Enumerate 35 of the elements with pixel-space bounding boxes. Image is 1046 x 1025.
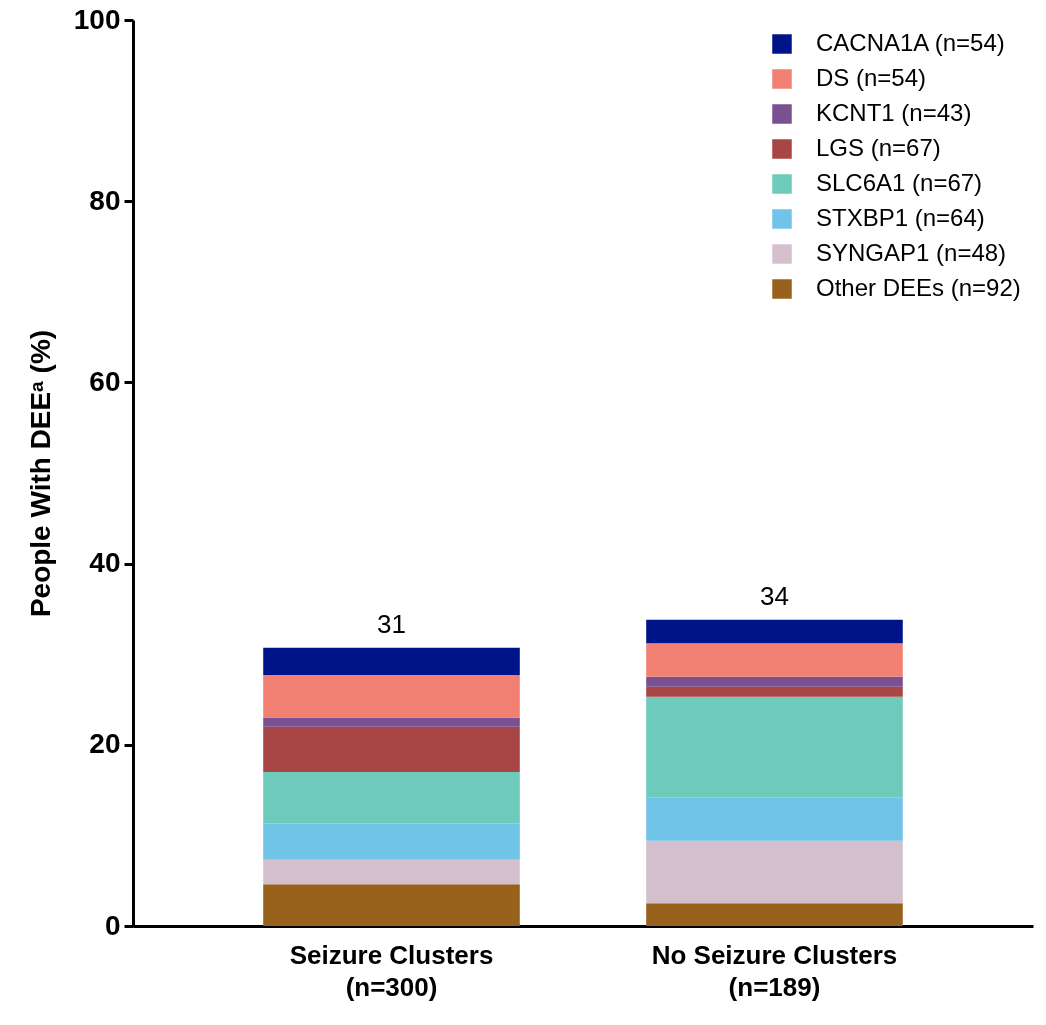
bar	[646, 686, 903, 697]
y-tick-label: 60	[89, 365, 121, 397]
bar	[263, 884, 520, 926]
total-label: 31	[377, 608, 406, 639]
bar	[646, 643, 903, 677]
y-tick-label: 40	[89, 547, 121, 579]
y-tick-label: 0	[104, 909, 121, 941]
bar	[263, 859, 520, 885]
bar	[263, 771, 520, 824]
y-axis-title: People With DEEᵃ (%)	[24, 329, 56, 618]
total-label: 34	[760, 580, 789, 611]
y-tick-label: 100	[73, 3, 121, 35]
legend-label: KCNT1 (n=43)	[816, 99, 972, 126]
bar	[263, 647, 520, 676]
bar	[263, 823, 520, 860]
bar	[646, 840, 903, 904]
y-tick-label: 80	[89, 184, 121, 216]
bar	[646, 797, 903, 841]
bar	[646, 903, 903, 926]
bar	[646, 696, 903, 798]
bar	[646, 676, 903, 687]
legend-label: DS (n=54)	[816, 64, 927, 91]
legend-label: SLC6A1 (n=67)	[816, 169, 983, 196]
bar	[263, 726, 520, 772]
legend-label: CACNA1A (n=54)	[816, 29, 1005, 56]
legend-label: SYNGAP1 (n=48)	[816, 239, 1007, 266]
x-tick-label: No Seizure Clusters (n=189)	[651, 939, 898, 1002]
x-tick-label: Seizure Clusters (n=300)	[289, 939, 494, 1002]
bar	[263, 675, 520, 718]
bar	[646, 619, 903, 644]
legend-label: Other DEEs (n=92)	[816, 274, 1021, 301]
legend-label: STXBP1 (n=64)	[816, 204, 985, 231]
legend-label: LGS (n=67)	[816, 134, 941, 161]
y-tick-label: 20	[89, 728, 121, 760]
bar	[263, 717, 520, 727]
